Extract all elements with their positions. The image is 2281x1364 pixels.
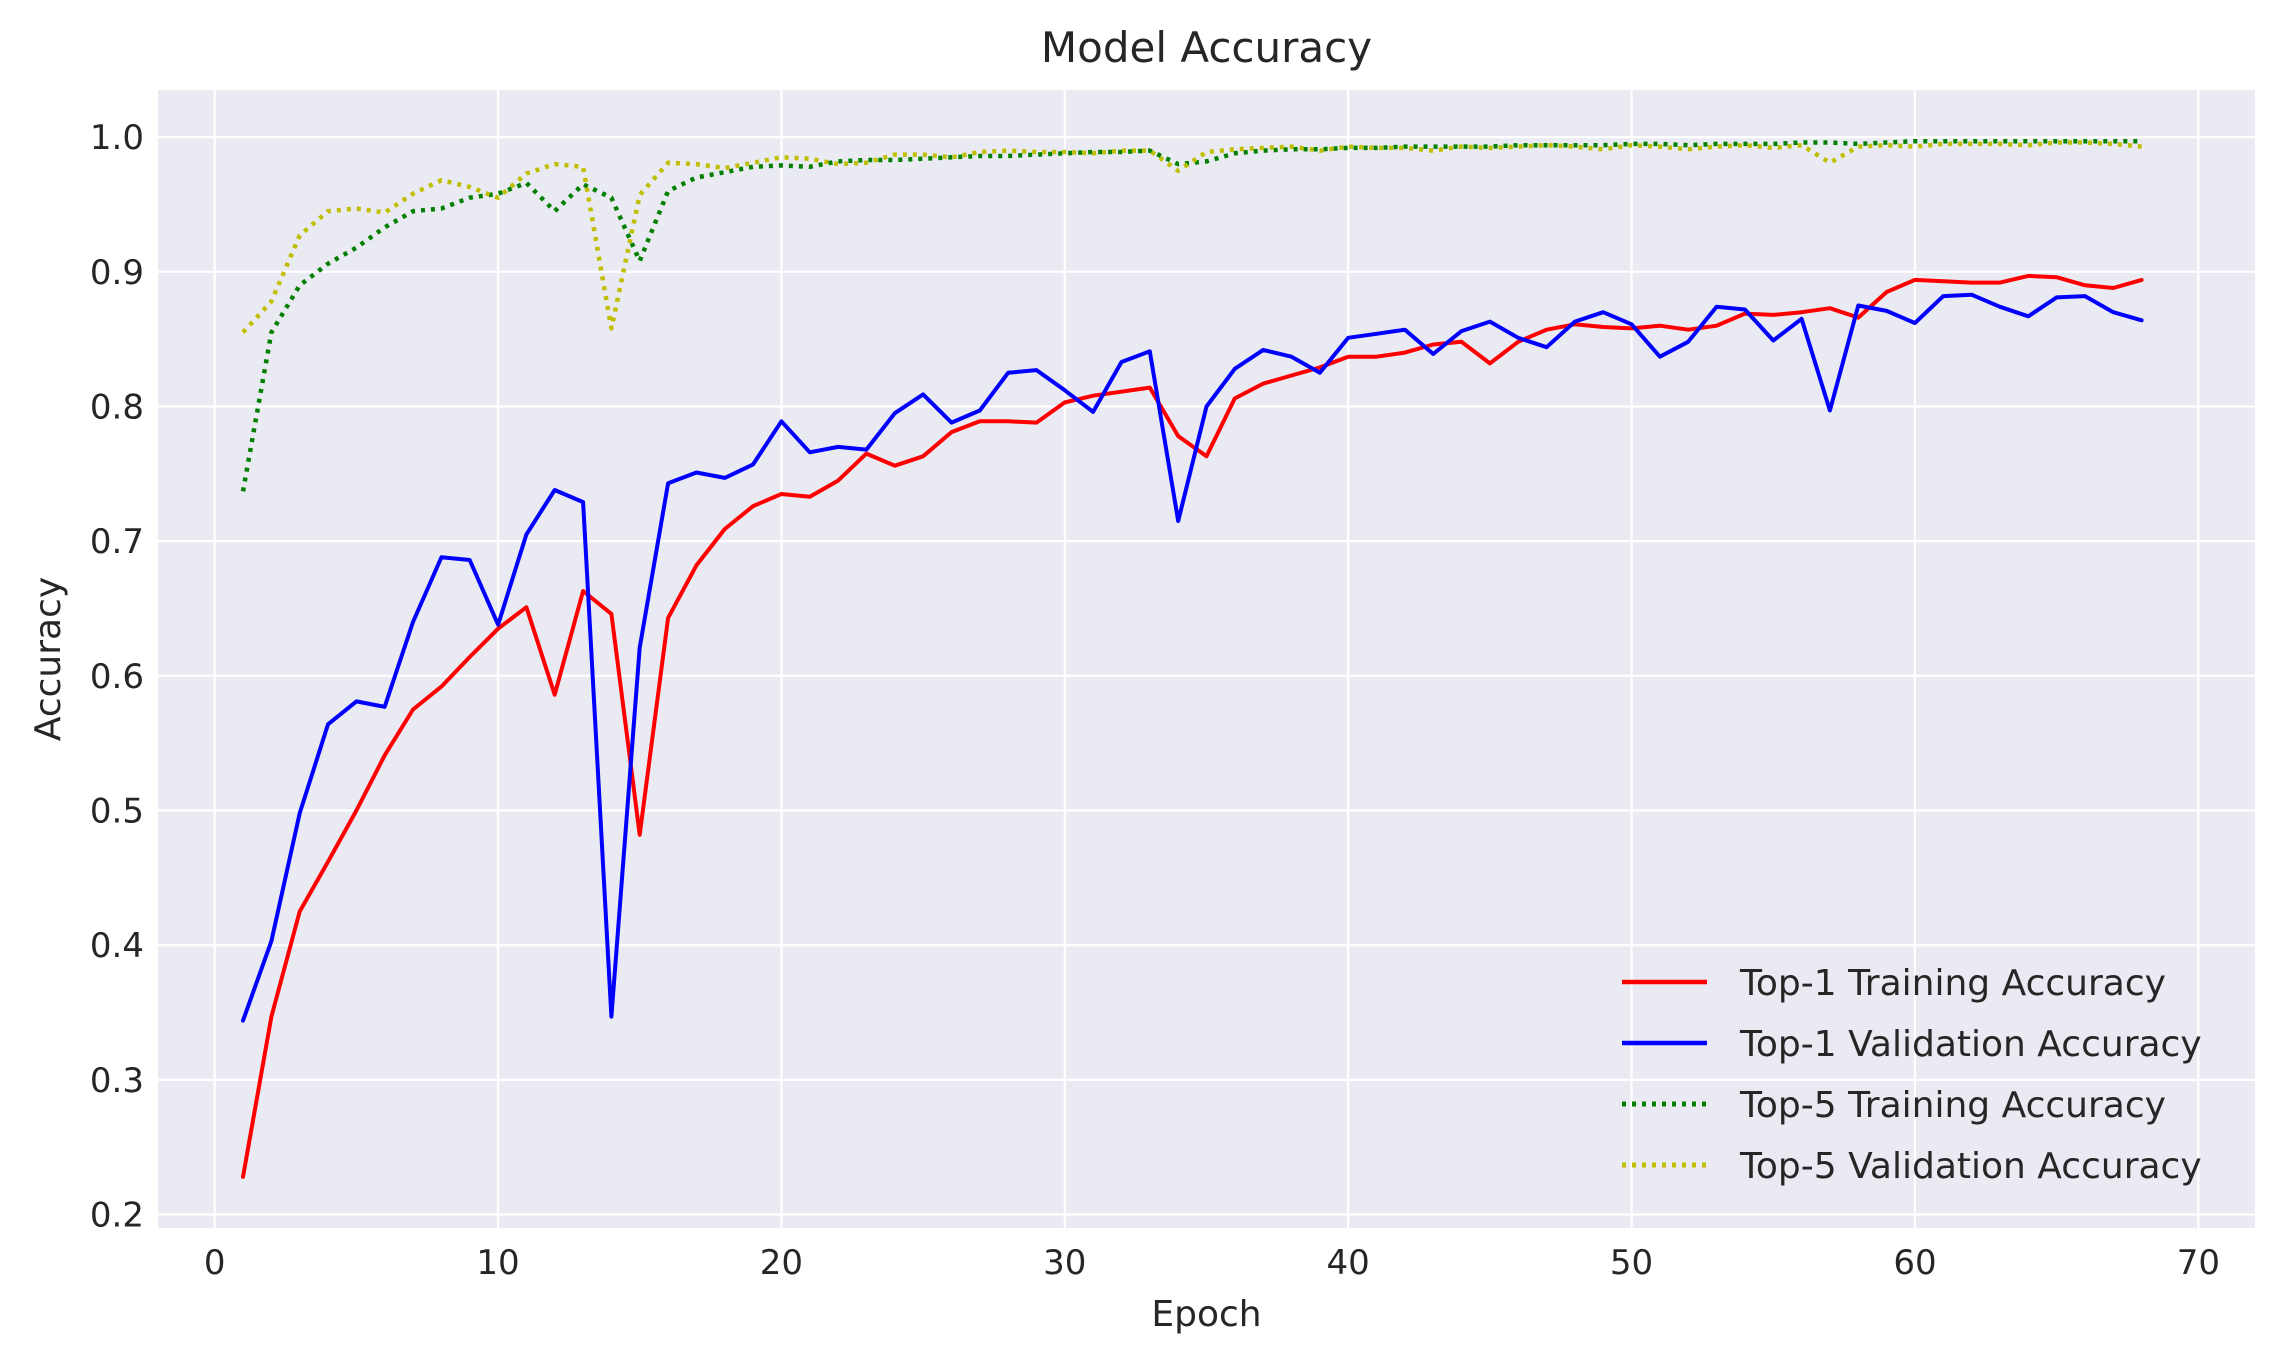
legend-label-4: Top-5 Validation Accuracy bbox=[1739, 1146, 2202, 1187]
legend-label-1: Top-1 Training Accuracy bbox=[1739, 963, 2166, 1004]
tick-labels: 0 10 20 30 40 50 60 70 0.2 0.3 0.4 0.5 0.6 0.7 0.8 0.9 1… bbox=[90, 118, 2220, 1283]
y-tick-label: 0.2 bbox=[90, 1196, 144, 1236]
y-tick-label: 1.0 bbox=[90, 118, 144, 158]
x-tick-label: 20 bbox=[760, 1243, 803, 1283]
chart-title: Model Accuracy bbox=[1041, 23, 1372, 72]
x-axis-label: Epoch bbox=[1151, 1294, 1261, 1335]
y-tick-label: 0.5 bbox=[90, 792, 144, 832]
x-tick-label: 0 bbox=[204, 1243, 226, 1283]
y-tick-label: 0.7 bbox=[90, 522, 144, 562]
x-tick-label: 30 bbox=[1043, 1243, 1086, 1283]
series-line-2 bbox=[241, 292, 2144, 1023]
y-axis-label: Accuracy bbox=[28, 577, 69, 741]
plot-area bbox=[158, 90, 2255, 1228]
legend-label-2: Top-1 Validation Accuracy bbox=[1739, 1024, 2202, 1065]
legend-label-3: Top-5 Training Accuracy bbox=[1739, 1085, 2166, 1126]
legend: Top-1 Training Accuracy Top-1 Validation … bbox=[1622, 963, 2202, 1187]
series-line-4 bbox=[241, 140, 2142, 334]
series-line-3 bbox=[240, 138, 2142, 492]
series-line-1 bbox=[241, 273, 2144, 1179]
y-tick-label: 0.4 bbox=[90, 926, 144, 966]
x-tick-label: 40 bbox=[1327, 1243, 1370, 1283]
x-tick-label: 60 bbox=[1893, 1243, 1936, 1283]
y-tick-label: 0.6 bbox=[90, 657, 144, 697]
series-lines bbox=[240, 138, 2144, 1179]
x-tick-label: 50 bbox=[1610, 1243, 1653, 1283]
grid-lines bbox=[158, 90, 2255, 1228]
y-tick-label: 0.8 bbox=[90, 387, 144, 427]
y-tick-label: 0.3 bbox=[90, 1061, 144, 1101]
x-tick-label: 70 bbox=[2177, 1243, 2220, 1283]
y-tick-label: 0.9 bbox=[90, 253, 144, 293]
x-tick-label: 10 bbox=[476, 1243, 519, 1283]
